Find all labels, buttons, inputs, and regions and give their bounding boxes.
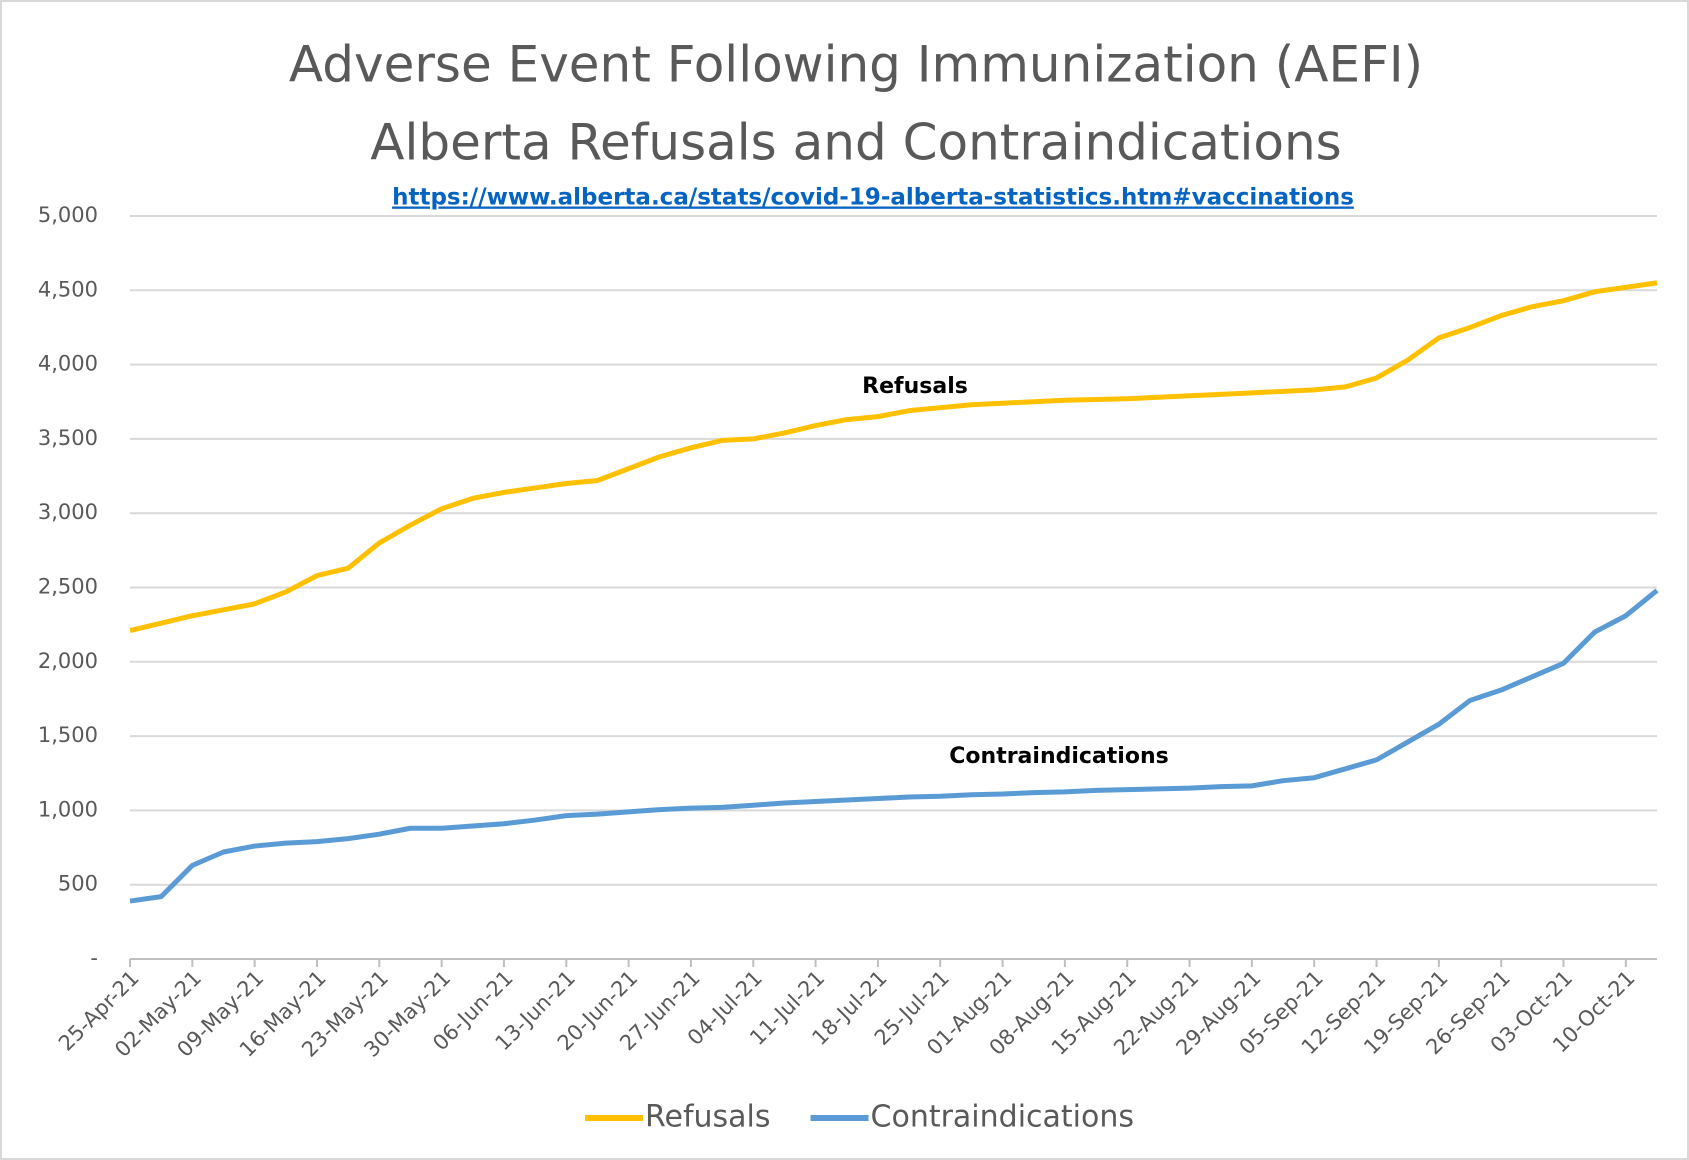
y-tick-label: 2,000 <box>38 649 98 673</box>
legend-label: Contraindications <box>871 1100 1135 1135</box>
source-link[interactable]: https://www.alberta.ca/stats/covid-19-al… <box>392 185 1354 211</box>
y-tick-label: 2,500 <box>38 575 98 599</box>
y-tick-label: 3,000 <box>38 500 98 524</box>
y-tick-label: - <box>90 946 98 970</box>
series-line <box>129 588 1659 904</box>
y-tick-label: 3,500 <box>38 426 98 450</box>
series-line <box>129 280 1658 634</box>
annotation: Contraindications <box>949 744 1168 769</box>
legend-label: Refusals <box>645 1100 771 1135</box>
y-tick-label: 4,500 <box>38 277 98 301</box>
y-tick-label: 1,500 <box>38 723 98 747</box>
chart-subtitle: Alberta Refusals and Contraindications <box>370 114 1341 172</box>
annotation: Refusals <box>862 374 968 399</box>
y-tick-label: 1,000 <box>38 797 98 821</box>
chart-title: Adverse Event Following Immunization (AE… <box>289 36 1423 94</box>
y-tick-label: 5,000 <box>38 203 98 227</box>
y-tick-label: 4,000 <box>38 352 98 376</box>
y-tick-label: 500 <box>58 872 98 896</box>
